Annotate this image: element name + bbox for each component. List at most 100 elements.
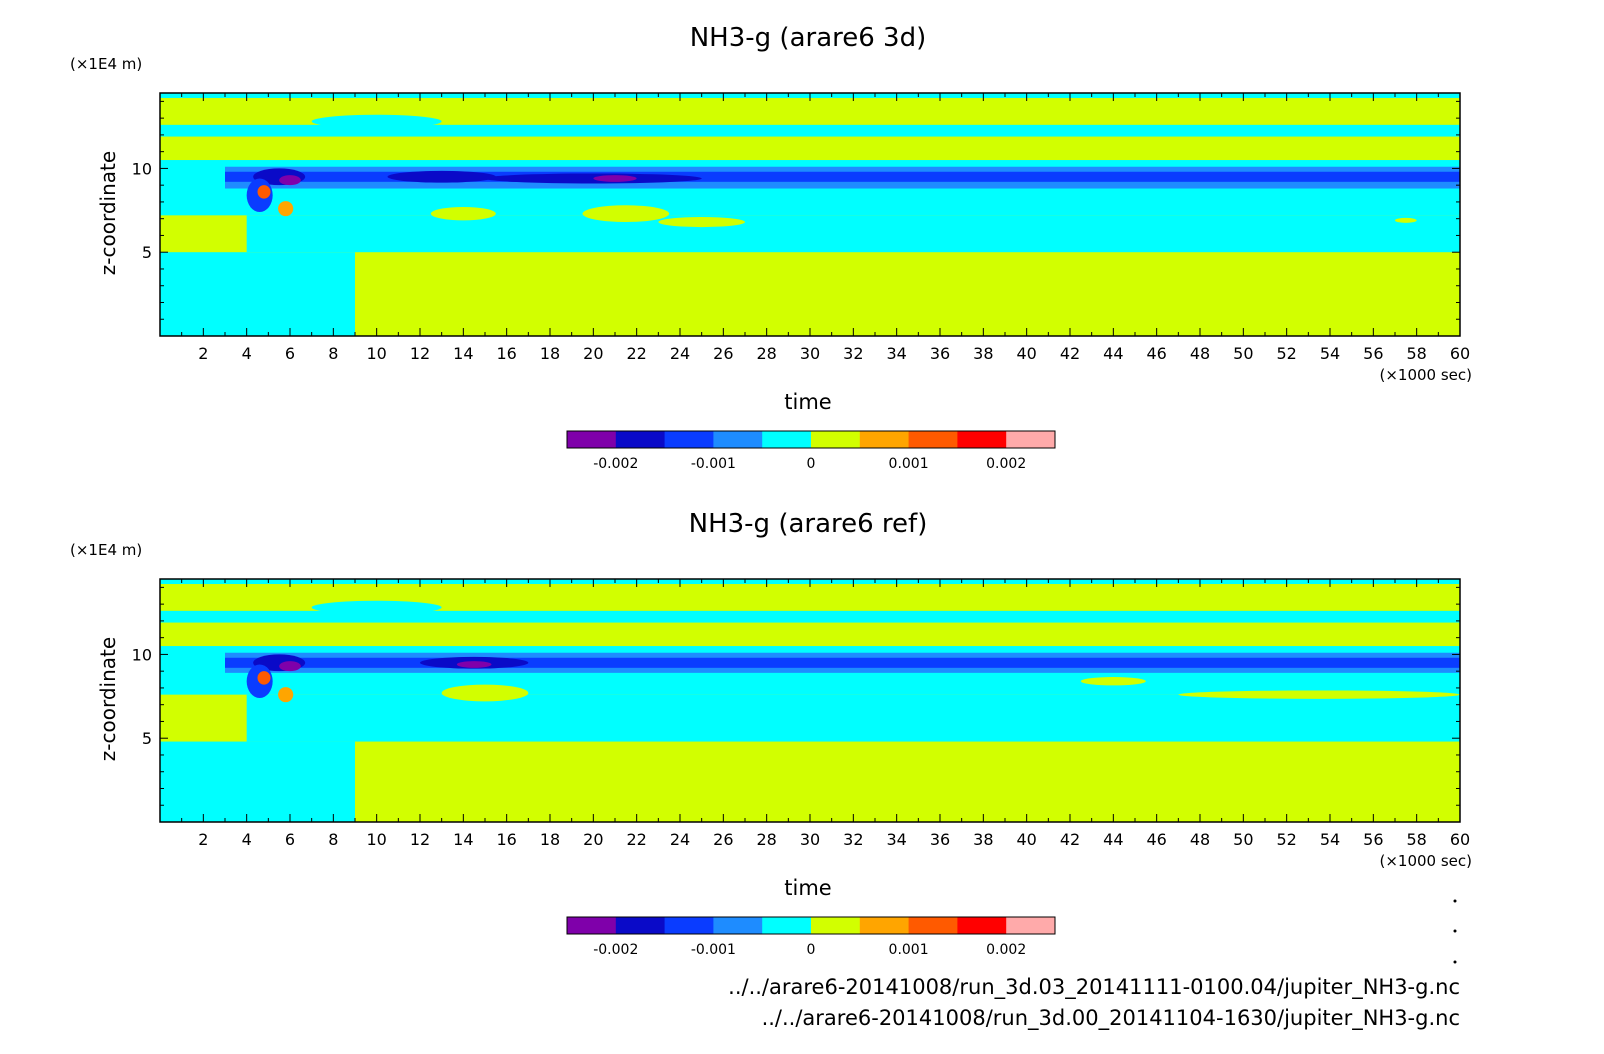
colorbar-swatch [762, 431, 812, 448]
x-unit-label: (×1000 sec) [1379, 852, 1472, 870]
y-tick-label: 10 [132, 159, 152, 178]
x-tick-label: 46 [1146, 830, 1166, 849]
x-tick-label: 58 [1406, 344, 1426, 363]
heatmap-feature [658, 217, 745, 228]
heatmap-band [246, 215, 1460, 253]
heatmap-band [160, 252, 355, 336]
colorbar-swatch [908, 431, 958, 448]
heatmap-band [225, 657, 1460, 668]
colorbar-tick-label: 0.001 [889, 456, 929, 472]
x-tick-label: 18 [540, 344, 560, 363]
colorbar-swatch [859, 431, 910, 448]
colorbar-swatch [567, 431, 617, 448]
colorbar: -0.002 -0.001 0 0.001 0.002 [566, 430, 1056, 472]
y-tick-label: 5 [142, 243, 152, 262]
heatmap-feature [1178, 690, 1460, 699]
colorbar-frame [566, 430, 1056, 449]
heatmap-band [160, 741, 355, 822]
heatmap-feature [387, 170, 496, 183]
x-tick-label: 60 [1450, 830, 1470, 849]
x-tick-label: 42 [1060, 830, 1080, 849]
heatmap-plot [160, 579, 1460, 822]
x-tick-label: 50 [1233, 830, 1253, 849]
x-tick-label: 8 [328, 830, 338, 849]
x-tick-label: 6 [285, 344, 295, 363]
x-tick-label: 12 [410, 830, 430, 849]
heatmap-feature [311, 600, 442, 615]
colorbar-swatch [811, 917, 861, 934]
panel-ref: NH3-g (arare6 ref) (×1E4 m) z-coordinate… [70, 509, 1472, 958]
heatmap-feature [279, 661, 301, 672]
source-file-2: ../../arare6-20141008/run_3d.00_20141104… [762, 1006, 1460, 1031]
x-tick-label: 10 [366, 344, 386, 363]
x-tick-label: 16 [496, 344, 516, 363]
y-tick-label: 5 [142, 729, 152, 748]
dot-mark [1453, 960, 1457, 964]
colorbar-swatch [762, 917, 812, 934]
colorbar-swatch [957, 917, 1007, 934]
colorbar-swatch [957, 431, 1007, 448]
x-tick-label: 20 [583, 344, 603, 363]
x-tick-label: 10 [366, 830, 386, 849]
colorbar-swatch [615, 917, 666, 934]
x-unit-label: (×1000 sec) [1379, 366, 1472, 384]
x-tick-label: 22 [626, 344, 646, 363]
x-tick-label: 2 [198, 830, 208, 849]
colorbar-swatch [1006, 917, 1056, 934]
x-tick-label: 24 [670, 830, 690, 849]
heatmap-feature [279, 175, 301, 186]
dot-mark [1453, 899, 1457, 903]
x-tick-label: 30 [800, 344, 820, 363]
x-tick-label: 42 [1060, 344, 1080, 363]
heatmap-feature [582, 205, 670, 223]
x-tick-label: 46 [1146, 344, 1166, 363]
x-tick-label: 4 [242, 830, 252, 849]
y-unit-label: (×1E4 m) [70, 55, 142, 73]
heatmap-feature [257, 671, 271, 685]
panel-3d: NH3-g (arare6 3d) (×1E4 m) z-coordinate … [70, 23, 1472, 472]
colorbar-swatch [1006, 431, 1056, 448]
heatmap-feature [593, 175, 637, 182]
heatmap-feature [456, 661, 492, 668]
heatmap-band [246, 694, 1460, 742]
x-tick-label: 20 [583, 830, 603, 849]
x-axis-label: time [784, 390, 831, 414]
x-tick-label: 44 [1103, 344, 1123, 363]
footer: ../../arare6-20141008/run_3d.03_20141111… [728, 899, 1460, 1031]
heatmap-band [160, 124, 1460, 137]
colorbar-swatch [859, 917, 910, 934]
x-tick-label: 4 [242, 344, 252, 363]
x-tick-label: 38 [973, 344, 993, 363]
x-tick-label: 26 [713, 830, 733, 849]
x-tick-label: 38 [973, 830, 993, 849]
y-tick-label: 10 [132, 645, 152, 664]
x-tick-label: 48 [1190, 830, 1210, 849]
x-tick-label: 18 [540, 830, 560, 849]
x-tick-label: 30 [800, 830, 820, 849]
x-tick-label: 56 [1363, 344, 1383, 363]
x-tick-label: 52 [1276, 344, 1296, 363]
x-tick-label: 48 [1190, 344, 1210, 363]
colorbar-swatch [664, 917, 714, 934]
source-file-1: ../../arare6-20141008/run_3d.03_20141111… [728, 975, 1460, 1000]
colorbar-swatch [664, 431, 714, 448]
x-tick-label: 12 [410, 344, 430, 363]
colorbar: -0.002 -0.001 0 0.001 0.002 [566, 916, 1056, 958]
x-tick-label: 50 [1233, 344, 1253, 363]
x-tick-label: 54 [1320, 344, 1340, 363]
x-tick-label: 2 [198, 344, 208, 363]
colorbar-frame [566, 916, 1056, 935]
x-axis-label: time [784, 876, 831, 900]
heatmap-plot [160, 93, 1460, 336]
colorbar-swatch [908, 917, 958, 934]
colorbar-swatch [713, 431, 763, 448]
x-tick-label: 40 [1016, 830, 1036, 849]
colorbar-swatch [811, 431, 861, 448]
x-tick-label: 26 [713, 344, 733, 363]
x-ticks: 2 4 6 8 10 12 14 16 18 20 22 24 26 28 30 32 34 36 38 40 42 44… [181, 93, 1470, 363]
colorbar-tick-label: 0 [807, 456, 816, 472]
panel-title: NH3-g (arare6 3d) [690, 23, 927, 53]
colorbar-tick-label: 0.002 [986, 942, 1026, 958]
heatmap-feature [430, 206, 496, 221]
